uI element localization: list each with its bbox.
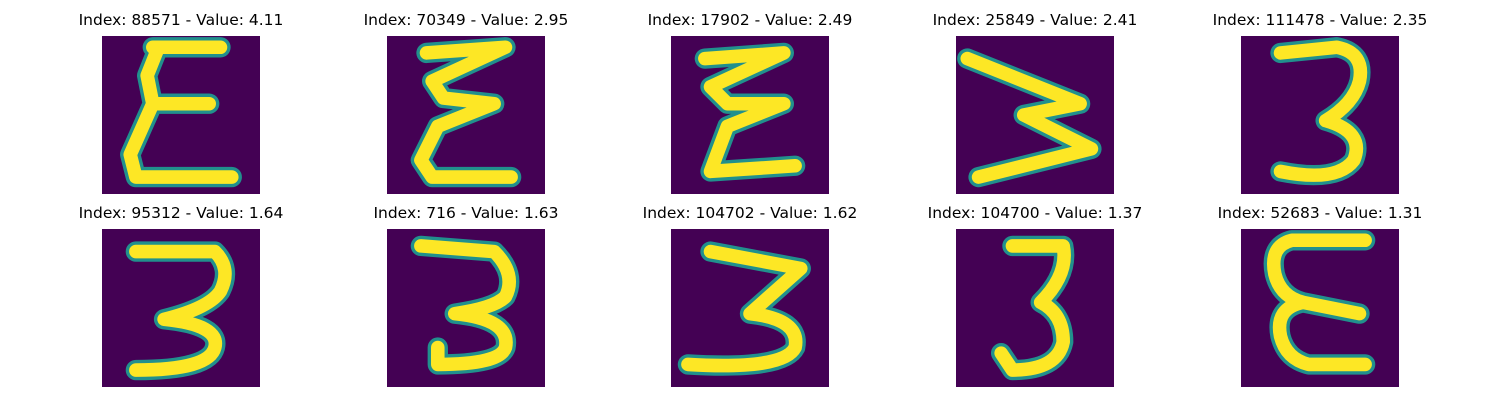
digit-image: [956, 36, 1114, 194]
panel-title: Index: 104702 - Value: 1.62: [642, 204, 858, 222]
panel-title: Index: 716 - Value: 1.63: [373, 204, 559, 222]
digit-image: [387, 229, 545, 387]
digit-image: [671, 36, 829, 194]
panel-title: Index: 104700 - Value: 1.37: [927, 204, 1143, 222]
grid-panel: Index: 52683 - Value: 1.31: [1218, 201, 1422, 387]
grid-panel: Index: 88571 - Value: 4.11: [79, 8, 283, 194]
grid-panel: Index: 70349 - Value: 2.95: [364, 8, 568, 194]
grid-panel: Index: 95312 - Value: 1.64: [79, 201, 283, 387]
digit-image: [956, 229, 1114, 387]
panel-title: Index: 111478 - Value: 2.35: [1212, 11, 1428, 29]
grid-panel: Index: 716 - Value: 1.63: [373, 201, 559, 387]
panel-title: Index: 17902 - Value: 2.49: [647, 11, 853, 29]
digit-image: [387, 36, 545, 194]
grid-panel: Index: 111478 - Value: 2.35: [1213, 8, 1427, 194]
panel-title: Index: 25849 - Value: 2.41: [932, 11, 1138, 29]
digit-image: [102, 229, 260, 387]
digit-image: [1241, 229, 1399, 387]
grid-panel: Index: 17902 - Value: 2.49: [648, 8, 852, 194]
panel-title: Index: 52683 - Value: 1.31: [1217, 204, 1423, 222]
panel-title: Index: 88571 - Value: 4.11: [78, 11, 284, 29]
panel-title: Index: 95312 - Value: 1.64: [78, 204, 284, 222]
digit-image: [671, 229, 829, 387]
grid-panel: Index: 104700 - Value: 1.37: [928, 201, 1142, 387]
panel-title: Index: 70349 - Value: 2.95: [363, 11, 569, 29]
digit-image: [102, 36, 260, 194]
digit-image: [1241, 36, 1399, 194]
grid-panel: Index: 104702 - Value: 1.62: [643, 201, 857, 387]
grid-panel: Index: 25849 - Value: 2.41: [933, 8, 1137, 194]
